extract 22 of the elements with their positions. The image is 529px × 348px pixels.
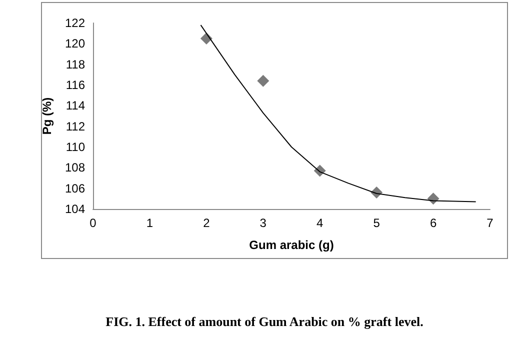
x-axis-title: Gum arabic (g) xyxy=(249,238,334,252)
x-tick-label: 2 xyxy=(203,216,210,230)
y-tick-label: 118 xyxy=(66,57,86,72)
y-tick-label: 106 xyxy=(64,181,86,196)
y-tick-label: 116 xyxy=(66,78,86,92)
x-tick-label: 1 xyxy=(146,216,154,230)
y-tick-label: 112 xyxy=(66,119,86,134)
y-tick-label: 104 xyxy=(64,202,86,216)
y-tick-label: 120 xyxy=(64,36,86,51)
y-tick-label: 114 xyxy=(66,98,86,113)
y-tick-label: 122 xyxy=(64,16,86,30)
x-tick-label: 7 xyxy=(486,216,494,230)
x-tick-label: 5 xyxy=(373,216,380,230)
x-tick-label: 6 xyxy=(430,216,437,230)
caption: FIG. 1. Effect of amount of Gum Arabic on % graft level. xyxy=(104,314,424,330)
y-tick-label: 110 xyxy=(66,140,86,154)
y-tick-label: 108 xyxy=(64,160,86,175)
x-tick-label: 3 xyxy=(260,216,267,230)
y-axis-title: Pg (%) xyxy=(40,97,54,135)
point xyxy=(257,74,270,87)
x-tick-label: 0 xyxy=(90,216,97,230)
x-tick-label: 4 xyxy=(316,216,324,230)
